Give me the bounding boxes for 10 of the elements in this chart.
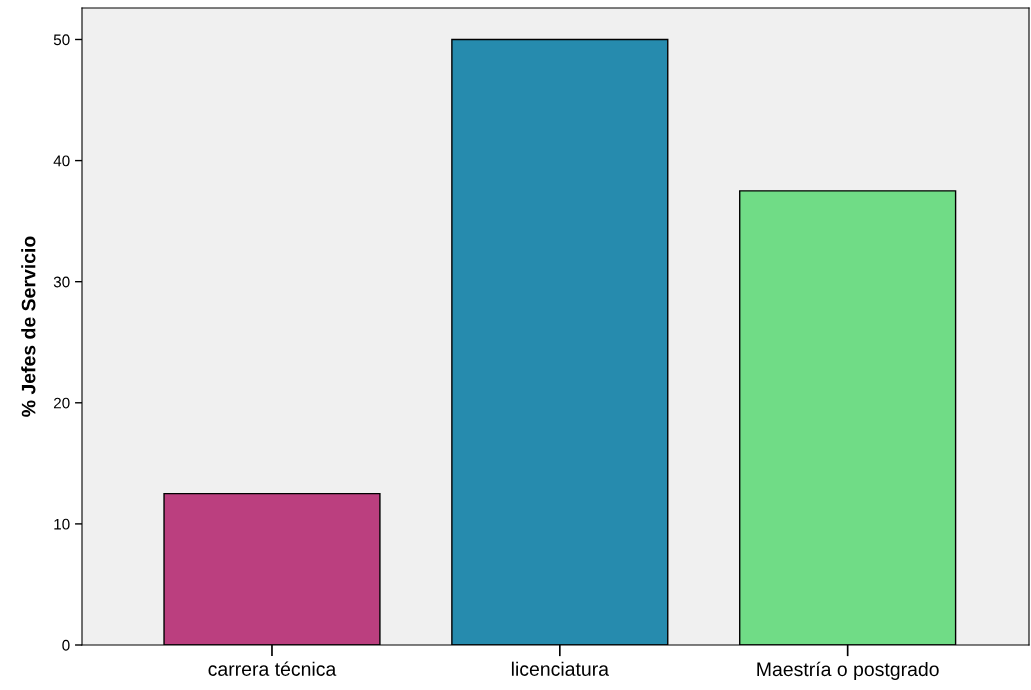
y-tick-label: 30 bbox=[53, 276, 70, 288]
x-tick-label: carrera técnica bbox=[208, 661, 337, 676]
y-tick-label: 40 bbox=[53, 155, 70, 167]
y-tick-label: 50 bbox=[53, 34, 70, 46]
y-tick-label: 20 bbox=[53, 397, 70, 409]
y-axis-title: % Jefes de Servicio bbox=[21, 236, 36, 417]
y-tick-label: 0 bbox=[62, 639, 70, 651]
x-tick-label: Maestría o postgrado bbox=[757, 661, 939, 681]
x-tick-label: licenciatura bbox=[511, 661, 609, 676]
y-tick-label: 10 bbox=[54, 518, 70, 530]
